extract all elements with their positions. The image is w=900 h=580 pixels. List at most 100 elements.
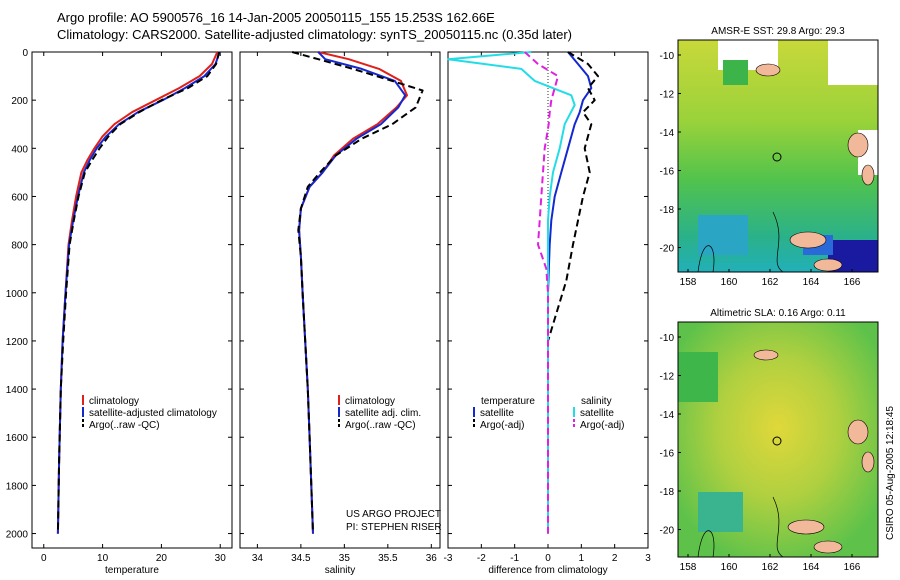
legend-climatology-label: climatology [89, 396, 139, 407]
coastline-contour [772, 496, 784, 558]
series-salinity-satellite [447, 51, 576, 534]
x-tick-label: 2 [612, 553, 618, 564]
legend-satellite-label: satellite-adjusted climatology [89, 408, 217, 419]
map-title: AMSR-E SST: 29.8 Argo: 29.3 [711, 26, 845, 37]
y-tick-label: 200 [11, 96, 28, 107]
legend-argo-label: Argo(..raw -QC) [89, 420, 160, 431]
series-argo-raw-qc- [56, 51, 221, 534]
legend-temp-argo-label: Argo(-adj) [480, 420, 524, 431]
map-x-tick-label: 160 [721, 562, 738, 573]
y-tick-label: 1000 [6, 289, 29, 300]
map-x-tick-label: 164 [803, 562, 820, 573]
island [861, 451, 875, 473]
map-y-tick-label: -12 [660, 372, 675, 383]
profile-panel-0: 0 200 400 600 800 1000 1200 1400 1600 1800 2000 0 10… [6, 48, 233, 576]
y-tick-label: 1800 [6, 481, 29, 492]
pi-credit: PI: STEPHEN RISER [346, 522, 442, 533]
y-tick-label: 0 [22, 48, 28, 59]
y-tick-label: 600 [11, 192, 28, 203]
map-x-tick-label: 158 [680, 277, 697, 288]
island [861, 164, 875, 186]
low-sla-patch [698, 492, 743, 532]
profile-panel-1: 34 34.5 35 35.5 36 salinity climatologysatelli… [239, 51, 441, 576]
y-tick-label: 1400 [6, 385, 29, 396]
island [753, 349, 779, 361]
map-y-tick-label: -16 [660, 449, 675, 460]
axes-frame [31, 51, 233, 549]
legend-temperature-heading: temperature [481, 396, 535, 407]
y-tick-label: 2000 [6, 530, 29, 541]
map-y-tick-label: -18 [660, 487, 675, 498]
project-credit: US ARGO PROJECT [346, 509, 441, 520]
axes-frame [239, 51, 441, 549]
legend-sal-argo-label: Argo(-adj) [580, 420, 624, 431]
warm-patch [723, 60, 748, 85]
map-panel-1: Altimetric SLA: 0.16 Argo: 0.11 158 160 162… [660, 308, 879, 573]
coastline-contour [772, 211, 784, 273]
map-x-tick-label: 166 [844, 277, 861, 288]
x-tick-label: 1 [579, 553, 585, 564]
series-climatology [56, 51, 219, 534]
x-axis-label: temperature [105, 565, 159, 576]
series-climatology [298, 51, 408, 534]
x-tick-label: 10 [97, 553, 109, 564]
y-tick-label: 1200 [6, 337, 29, 348]
series-satellite-adj-clim- [298, 51, 407, 534]
y-tick-label: 800 [11, 241, 28, 252]
series-argo-raw-qc- [291, 51, 424, 534]
map-x-tick-label: 166 [844, 562, 861, 573]
float-location-marker [772, 436, 782, 446]
map-y-tick-label: -14 [660, 410, 675, 421]
x-tick-label: 34.5 [291, 553, 311, 564]
coastline-contour [697, 530, 715, 558]
map-title: Altimetric SLA: 0.16 Argo: 0.11 [710, 308, 846, 319]
map-y-tick-label: -12 [660, 90, 675, 101]
legend-climatology-label: climatology [345, 396, 395, 407]
map-y-tick-label: -14 [660, 128, 675, 139]
map-x-tick-label: 162 [762, 277, 779, 288]
x-tick-label: 30 [215, 553, 227, 564]
cool-patch [698, 215, 748, 255]
map-panel-0: AMSR-E SST: 29.8 Argo: 29.3 158 160 162 164 1… [660, 26, 879, 288]
map-x-tick-label: 160 [721, 277, 738, 288]
csiro-timestamp: CSIRO 05-Aug-2005 12:18:45 [885, 406, 896, 540]
no-data-patch [828, 40, 878, 85]
x-tick-label: 34 [252, 553, 264, 564]
island [755, 63, 781, 77]
coastline-contour [697, 245, 715, 273]
series-satellite-adjusted-climatology [56, 51, 221, 534]
legend-argo-label: Argo(..raw -QC) [345, 420, 416, 431]
map-y-tick-label: -20 [660, 526, 675, 537]
series-temperature-argo-adj- [547, 51, 599, 534]
legend-sal-satellite-label: satellite [580, 408, 614, 419]
x-tick-label: -2 [477, 553, 486, 564]
x-tick-label: 35.5 [378, 553, 398, 564]
profile-panel-2: -3 -2 -1 0 1 2 3 difference from climatology tem… [444, 51, 651, 576]
map-x-tick-label: 162 [762, 562, 779, 573]
x-tick-label: 0 [545, 553, 551, 564]
x-axis-label: difference from climatology [488, 565, 607, 576]
map-y-tick-label: -10 [660, 333, 675, 344]
x-tick-label: -3 [444, 553, 453, 564]
map-y-tick-label: -20 [660, 244, 675, 255]
island [813, 540, 843, 554]
series-salinity-argo-adj- [524, 51, 559, 534]
x-tick-label: 0 [41, 553, 47, 564]
map-x-tick-label: 158 [680, 562, 697, 573]
map-frame [677, 39, 879, 273]
island [847, 132, 869, 158]
legend-temp-satellite-label: satellite [480, 408, 514, 419]
profile-title: Argo profile: AO 5900576_16 14-Jan-2005 … [57, 10, 495, 25]
map-y-tick-label: -10 [660, 51, 675, 62]
island [847, 419, 869, 445]
legend-satellite-label: satellite adj. clim. [345, 408, 421, 419]
x-tick-label: 36 [426, 553, 438, 564]
low-sla-patch [678, 352, 718, 402]
x-tick-label: 35 [339, 553, 351, 564]
series-temperature-satellite [547, 51, 593, 534]
climatology-subtitle: Climatology: CARS2000. Satellite-adjuste… [57, 27, 572, 42]
y-tick-label: 1600 [6, 433, 29, 444]
x-axis-label: salinity [325, 565, 356, 576]
map-y-tick-label: -18 [660, 205, 675, 216]
